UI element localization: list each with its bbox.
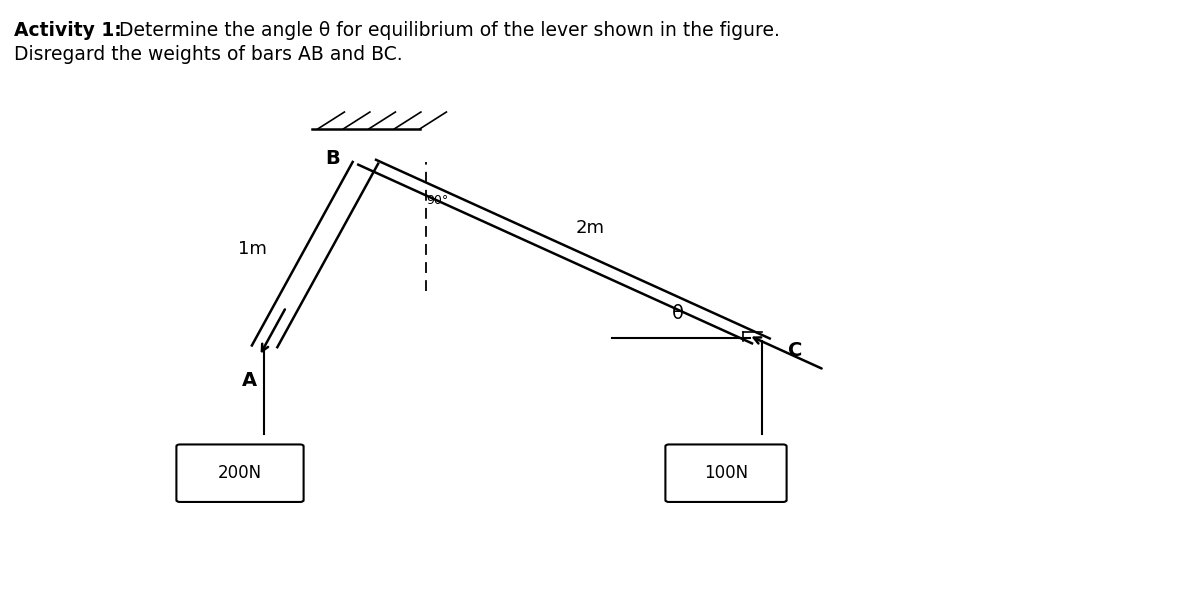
Text: 100N: 100N [704,464,748,482]
Text: Disregard the weights of bars AB and BC.: Disregard the weights of bars AB and BC. [14,45,403,64]
Text: 1m: 1m [238,240,266,258]
Text: 200N: 200N [218,464,262,482]
Text: 2m: 2m [576,219,605,237]
Text: A: A [242,371,257,391]
FancyBboxPatch shape [665,444,787,502]
Text: Activity 1:: Activity 1: [14,21,122,40]
Text: C: C [788,341,803,360]
FancyBboxPatch shape [176,444,304,502]
Text: Determine the angle θ for equilibrium of the lever shown in the figure.: Determine the angle θ for equilibrium of… [113,21,780,40]
Text: B: B [325,149,340,168]
Text: θ: θ [672,304,684,323]
Text: 90°: 90° [426,194,449,207]
